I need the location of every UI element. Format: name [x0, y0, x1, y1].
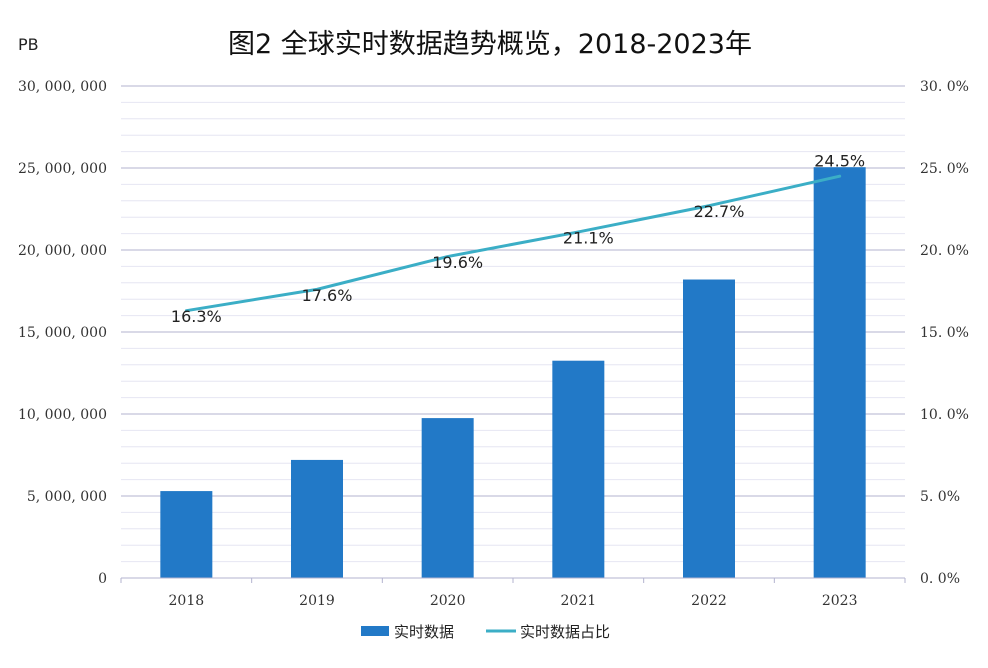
data-label-2018: 16.3% — [171, 307, 222, 326]
y-axis-unit-label: PB — [18, 35, 39, 54]
x-tick-label-2023: 2023 — [822, 593, 858, 609]
x-tick-label-2018: 2018 — [169, 593, 205, 609]
data-label-2020: 19.6% — [432, 253, 483, 272]
legend-bar-swatch — [361, 626, 389, 636]
line-share-series — [184, 174, 842, 313]
x-tick-label-2019: 2019 — [299, 593, 335, 609]
legend-bar-label: 实时数据 — [394, 623, 454, 641]
y-right-tick-label: 0. 0% — [920, 571, 960, 587]
y-left-tick-label: 5, 000, 000 — [27, 489, 107, 505]
bar-2019 — [291, 459, 343, 578]
bar-2018 — [160, 491, 213, 578]
bar-2023 — [813, 167, 866, 578]
chart-title: 图2 全球实时数据趋势概览，2018-2023年 — [228, 29, 752, 60]
bar-2021 — [552, 360, 605, 578]
data-label-2019: 17.6% — [302, 286, 353, 305]
gridlines — [121, 85, 905, 563]
y-left-tick-label: 30, 000, 000 — [18, 79, 107, 95]
y-left-tick-label: 15, 000, 000 — [18, 325, 107, 341]
bar-series — [160, 167, 866, 578]
y-right-tick-label: 20. 0% — [920, 243, 969, 259]
line-series — [184, 174, 842, 313]
y-left-tick-label: 20, 000, 000 — [18, 243, 107, 259]
y-right-tick-label: 25. 0% — [920, 161, 969, 177]
bar-2020 — [421, 418, 474, 578]
data-label-2022: 22.7% — [694, 202, 745, 221]
y-right-tick-label: 5. 0% — [920, 489, 960, 505]
axes: 2018 2019 2020 2021 2022 2023 0 5, 000, 000 10, … — [18, 79, 969, 609]
bar-2022 — [683, 279, 735, 578]
y-left-tick-label: 10, 000, 000 — [18, 407, 107, 423]
x-tick-label-2020: 2020 — [430, 593, 466, 609]
y-left-tick-label: 25, 000, 000 — [18, 161, 107, 177]
data-label-2021: 21.1% — [563, 228, 614, 247]
y-right-tick-label: 30. 0% — [920, 79, 969, 95]
y-right-tick-label: 15. 0% — [920, 325, 969, 341]
y-left-tick-label: 0 — [98, 571, 107, 587]
legend: 实时数据 实时数据占比 — [361, 623, 610, 641]
y-right-tick-label: 10. 0% — [920, 407, 969, 423]
data-label-2023: 24.5% — [814, 152, 865, 171]
x-tick-label-2021: 2021 — [561, 593, 597, 609]
legend-line-label: 实时数据占比 — [520, 623, 610, 641]
x-tick-label-2022: 2022 — [691, 593, 727, 609]
data-labels: 16.3% 17.6% 19.6% 21.1% 22.7% 24.5% — [171, 152, 865, 326]
